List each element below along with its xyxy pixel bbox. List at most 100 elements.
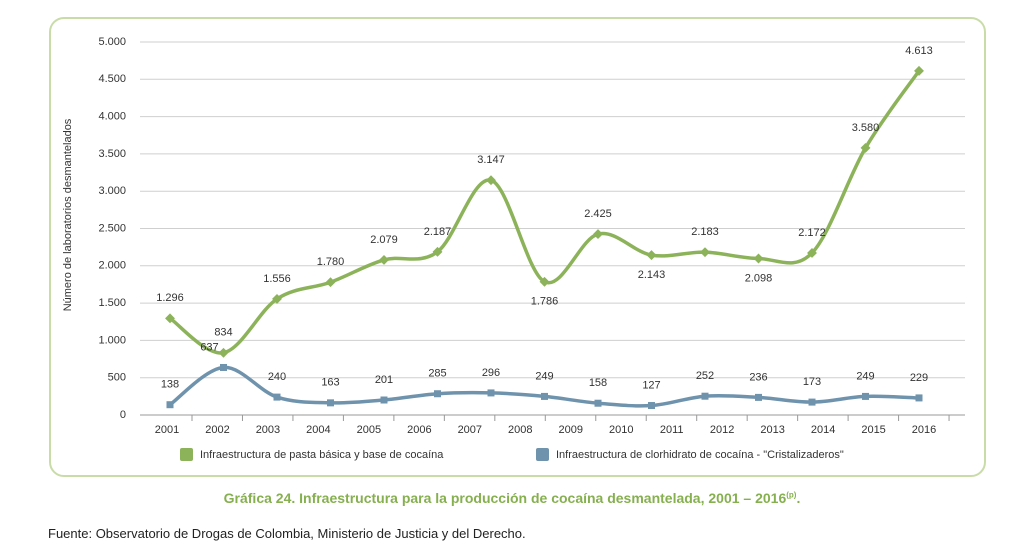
data-point: [220, 363, 227, 371]
data-label: 249: [856, 370, 874, 382]
y-tick-label: 5.000: [98, 36, 126, 48]
x-tick-label: 2001: [155, 424, 179, 436]
x-tick-label: 2013: [760, 424, 784, 436]
caption-note: (p): [786, 490, 797, 500]
chart: Número de laboratorios desmantelados 0 50…: [49, 17, 986, 477]
y-tick-label: 3.000: [98, 185, 126, 197]
data-label: 249: [535, 370, 553, 382]
data-point: [218, 347, 229, 358]
data-label: 285: [428, 368, 446, 380]
data-point: [807, 248, 817, 258]
data-point: [594, 399, 602, 407]
x-tick-label: 2006: [407, 424, 431, 436]
data-label: 2.098: [745, 272, 773, 284]
y-axis-label: Número de laboratorios desmantelados: [62, 118, 74, 311]
data-point: [434, 390, 441, 398]
x-tick-label: 2005: [357, 424, 381, 436]
data-point: [648, 402, 655, 410]
data-label: 158: [589, 377, 607, 389]
x-tick-label: 2010: [609, 424, 633, 436]
data-point: [700, 247, 710, 258]
x-tick-label: 2008: [508, 424, 532, 436]
source: Fuente: Observatorio de Drogas de Colomb…: [48, 526, 526, 541]
caption: Gráfica 24. Infraestructura para la prod…: [223, 490, 801, 506]
y-tick-label: 1.000: [98, 334, 126, 346]
x-tick-label: 2016: [912, 424, 936, 436]
data-label: 236: [749, 371, 767, 383]
data-point: [486, 175, 496, 186]
data-label: 2.183: [691, 226, 719, 238]
data-point: [380, 396, 388, 404]
data-point: [165, 313, 175, 324]
data-label: 1.556: [263, 273, 291, 285]
data-point: [808, 398, 816, 406]
legend-label: Infraestructura de clorhidrato de cocaín…: [556, 449, 844, 461]
data-point: [646, 250, 657, 261]
data-label: 4.613: [905, 45, 933, 57]
data-point: [701, 392, 709, 400]
data-label: 2.143: [638, 269, 666, 281]
data-point: [593, 229, 603, 240]
data-point: [914, 65, 924, 76]
x-tick-label: 2002: [205, 424, 229, 436]
caption-text: Gráfica 24. Infraestructura para la prod…: [223, 490, 787, 506]
data-label: 1.296: [156, 292, 184, 304]
data-label: 3.147: [477, 154, 505, 166]
data-label: 834: [214, 327, 232, 339]
x-tick-label: 2014: [811, 424, 835, 436]
chart-frame: [49, 17, 986, 477]
data-point: [273, 393, 281, 401]
y-tick-label: 2.000: [98, 260, 126, 272]
data-label: 1.780: [317, 256, 345, 268]
data-label: 240: [268, 371, 286, 383]
data-point: [325, 277, 336, 288]
data-point: [860, 142, 871, 153]
data-label: 2.172: [798, 227, 826, 239]
y-tick-label: 2.500: [98, 222, 126, 234]
x-tick-label: 2003: [256, 424, 280, 436]
x-tick-label: 2015: [861, 424, 885, 436]
data-label: 138: [161, 379, 179, 391]
data-point: [541, 392, 548, 400]
data-point: [753, 253, 764, 264]
legend-label: Infraestructura de pasta básica y base d…: [200, 449, 444, 461]
legend-swatch: [536, 448, 549, 461]
data-point: [166, 401, 174, 409]
data-label: 2.425: [584, 208, 612, 220]
data-label: 201: [375, 374, 393, 386]
data-label: 229: [910, 372, 928, 384]
x-tick-label: 2004: [306, 424, 330, 436]
x-tick-label: 2007: [458, 424, 482, 436]
data-label: 252: [696, 370, 714, 382]
data-label: 163: [321, 377, 339, 389]
data-label: 127: [642, 379, 660, 391]
x-tick-label: 2009: [559, 424, 583, 436]
x-tick-label: 2011: [660, 424, 684, 436]
data-point: [327, 399, 334, 407]
series-line: [168, 69, 921, 355]
y-tick-label: 3.500: [98, 148, 126, 160]
data-label: 1.786: [531, 296, 559, 308]
x-tick-label: 2012: [710, 424, 734, 436]
data-point: [379, 254, 389, 265]
data-label: 296: [482, 367, 500, 379]
y-tick-label: 4.000: [98, 111, 126, 123]
y-tick-label: 500: [108, 372, 126, 384]
data-point: [915, 394, 923, 402]
y-tick-label: 0: [120, 409, 126, 421]
data-label: 637: [200, 341, 218, 353]
data-label: 2.187: [424, 226, 452, 238]
data-label: 2.079: [370, 234, 398, 246]
data-point: [539, 276, 550, 287]
data-label: 173: [803, 376, 821, 388]
y-tick-label: 1.500: [98, 297, 126, 309]
data-point: [272, 293, 282, 304]
y-tick-label: 4.500: [98, 73, 126, 85]
legend-swatch: [180, 448, 193, 461]
data-point: [432, 246, 443, 257]
data-point: [862, 392, 869, 400]
data-point: [755, 393, 762, 401]
data-label: 3.580: [852, 122, 880, 134]
data-point: [487, 389, 495, 397]
